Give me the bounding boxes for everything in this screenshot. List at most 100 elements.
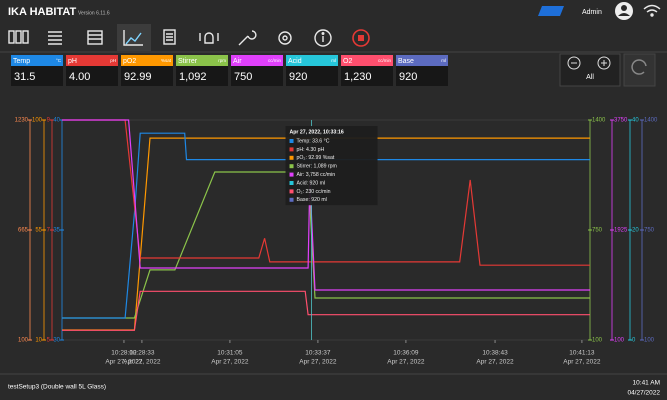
tile-body [341,66,393,86]
tooltip-line: O₂: 230 cc/min [297,189,331,195]
tooltip-swatch [289,172,294,177]
y-tick-label: 750 [644,228,655,234]
tile-name: Air [233,58,242,65]
tooltip-swatch [289,164,294,169]
tool-table[interactable] [87,30,103,45]
tooltip-line: Acid: 920 ml [297,180,326,186]
tile-body [11,66,63,86]
tile-header [121,55,173,66]
tile-body [396,66,448,86]
zoom-panel [559,53,621,87]
tool-active-bg [117,24,151,51]
series-line [62,132,590,319]
tile-value: 4.00 [69,71,90,83]
tool-stop[interactable] [352,29,370,47]
tooltip-swatch [289,181,294,185]
y-tick-label: 3750 [614,118,628,124]
tooltip-box [285,126,378,206]
tooltip-swatch [289,189,294,194]
tile-name: O2 [343,58,352,65]
user-icon-body [618,13,630,16]
tile-name: Stirrer [178,58,198,65]
zoom-all[interactable]: All [586,74,594,81]
tile-unit: %sat [161,58,172,63]
tooltip-swatch [289,139,294,143]
x-tick-label: 10:41:13 [569,350,595,357]
y-tick-label: 1925 [614,228,628,234]
tool-wrench[interactable] [238,30,257,46]
tile-value: 92.99 [124,71,152,83]
refresh-button[interactable] [623,53,656,87]
y-tick-label: 10 [35,338,42,344]
x-tick-date: Apr 27, 2022 [563,359,601,366]
tooltip-title: Apr 27, 2022, 10:33:16 [290,129,344,135]
tooltip-line: Base: 920 ml [297,197,327,203]
tile-header [396,55,448,66]
toolbar [8,29,332,47]
y-tick-label: 100 [32,118,43,124]
x-tick-label: 10:38:43 [482,350,508,357]
tile-unit: °C [56,58,62,63]
tile-unit: rpm [218,58,226,63]
status-badge[interactable] [538,6,564,16]
tile-unit: pH [110,58,116,63]
y-tick-label: 30 [53,338,60,344]
y-tick-label: 40 [53,118,60,124]
tool-settings-list[interactable] [48,31,62,45]
tile-body [176,66,228,86]
sensor-tile[interactable]: Stirrer rpm 1,092 [176,55,228,86]
y-tick-label: 665 [18,228,29,234]
tile-value: 31.5 [14,71,35,83]
sensor-tile[interactable]: O2 cc/min 1,230 [341,55,393,86]
tile-value: 1,092 [179,71,207,83]
y-tick-label: 9 [47,118,51,124]
zoom-in[interactable] [597,56,611,70]
tool-info[interactable] [314,29,332,47]
tile-name: pO2 [123,58,136,65]
sensor-tile[interactable]: Acid ml 920 [286,55,338,86]
clock-time: 10:41 AM [633,380,660,387]
sensor-tile[interactable]: pO2 %sat 92.99 [121,55,173,86]
y-tick-label: 40 [632,118,639,124]
tool-report[interactable] [163,29,176,45]
tool-gear[interactable] [278,31,292,45]
tile-body [286,66,338,86]
tool-alarm[interactable] [199,32,219,44]
tile-value: 750 [234,71,252,83]
x-tick-date: Apr 27, 2022 [387,359,425,366]
x-tick-date: Apr 27, 2022 [476,359,514,366]
plot-lines [62,119,590,331]
tooltip-line: Temp: 33.6 °C [297,138,330,144]
refresh-glyph [631,59,647,75]
sensor-tile[interactable]: Air cc/min 750 [231,55,283,86]
tile-header [286,55,338,66]
clock-date: 04/27/2022 [627,390,660,397]
y-tick-label: 5 [47,338,51,344]
tooltip-line: Stirrer: 1,089 rpm [297,164,337,170]
sensor-tile[interactable]: Base ml 920 [396,55,448,86]
tool-layout[interactable] [8,30,29,44]
setup-name: testSetup3 (Double wall 5L Glass) [8,384,106,391]
y-tick-label: 100 [614,338,625,344]
tool-stop-square [358,35,364,41]
tile-value: 920 [399,71,417,83]
tooltip-swatch [289,197,294,202]
y-tick-label: 100 [592,338,603,344]
x-tick-label: 10:28:02 [111,350,137,357]
sensor-tile[interactable]: Temp °C 31.5 [11,55,63,86]
x-tick-label: 10:31:05 [217,350,243,357]
tile-value: 920 [289,71,307,83]
chart: 100 665 1230 10 55 100 5 7 9 30 35 40 100 750 1400 100 1… [15,118,658,366]
zoom-out[interactable] [567,56,581,70]
user-name[interactable]: Admin [582,9,602,16]
tile-header [176,55,228,66]
y-tick-label: 7 [47,228,51,234]
tile-unit: ml [331,58,336,63]
tile-name: Temp [13,58,30,65]
tool-chart[interactable] [123,30,143,46]
y-tick-label: 20 [632,228,639,234]
sensor-tile[interactable]: pH pH 4.00 [66,55,118,86]
user-icon-head [621,5,627,11]
